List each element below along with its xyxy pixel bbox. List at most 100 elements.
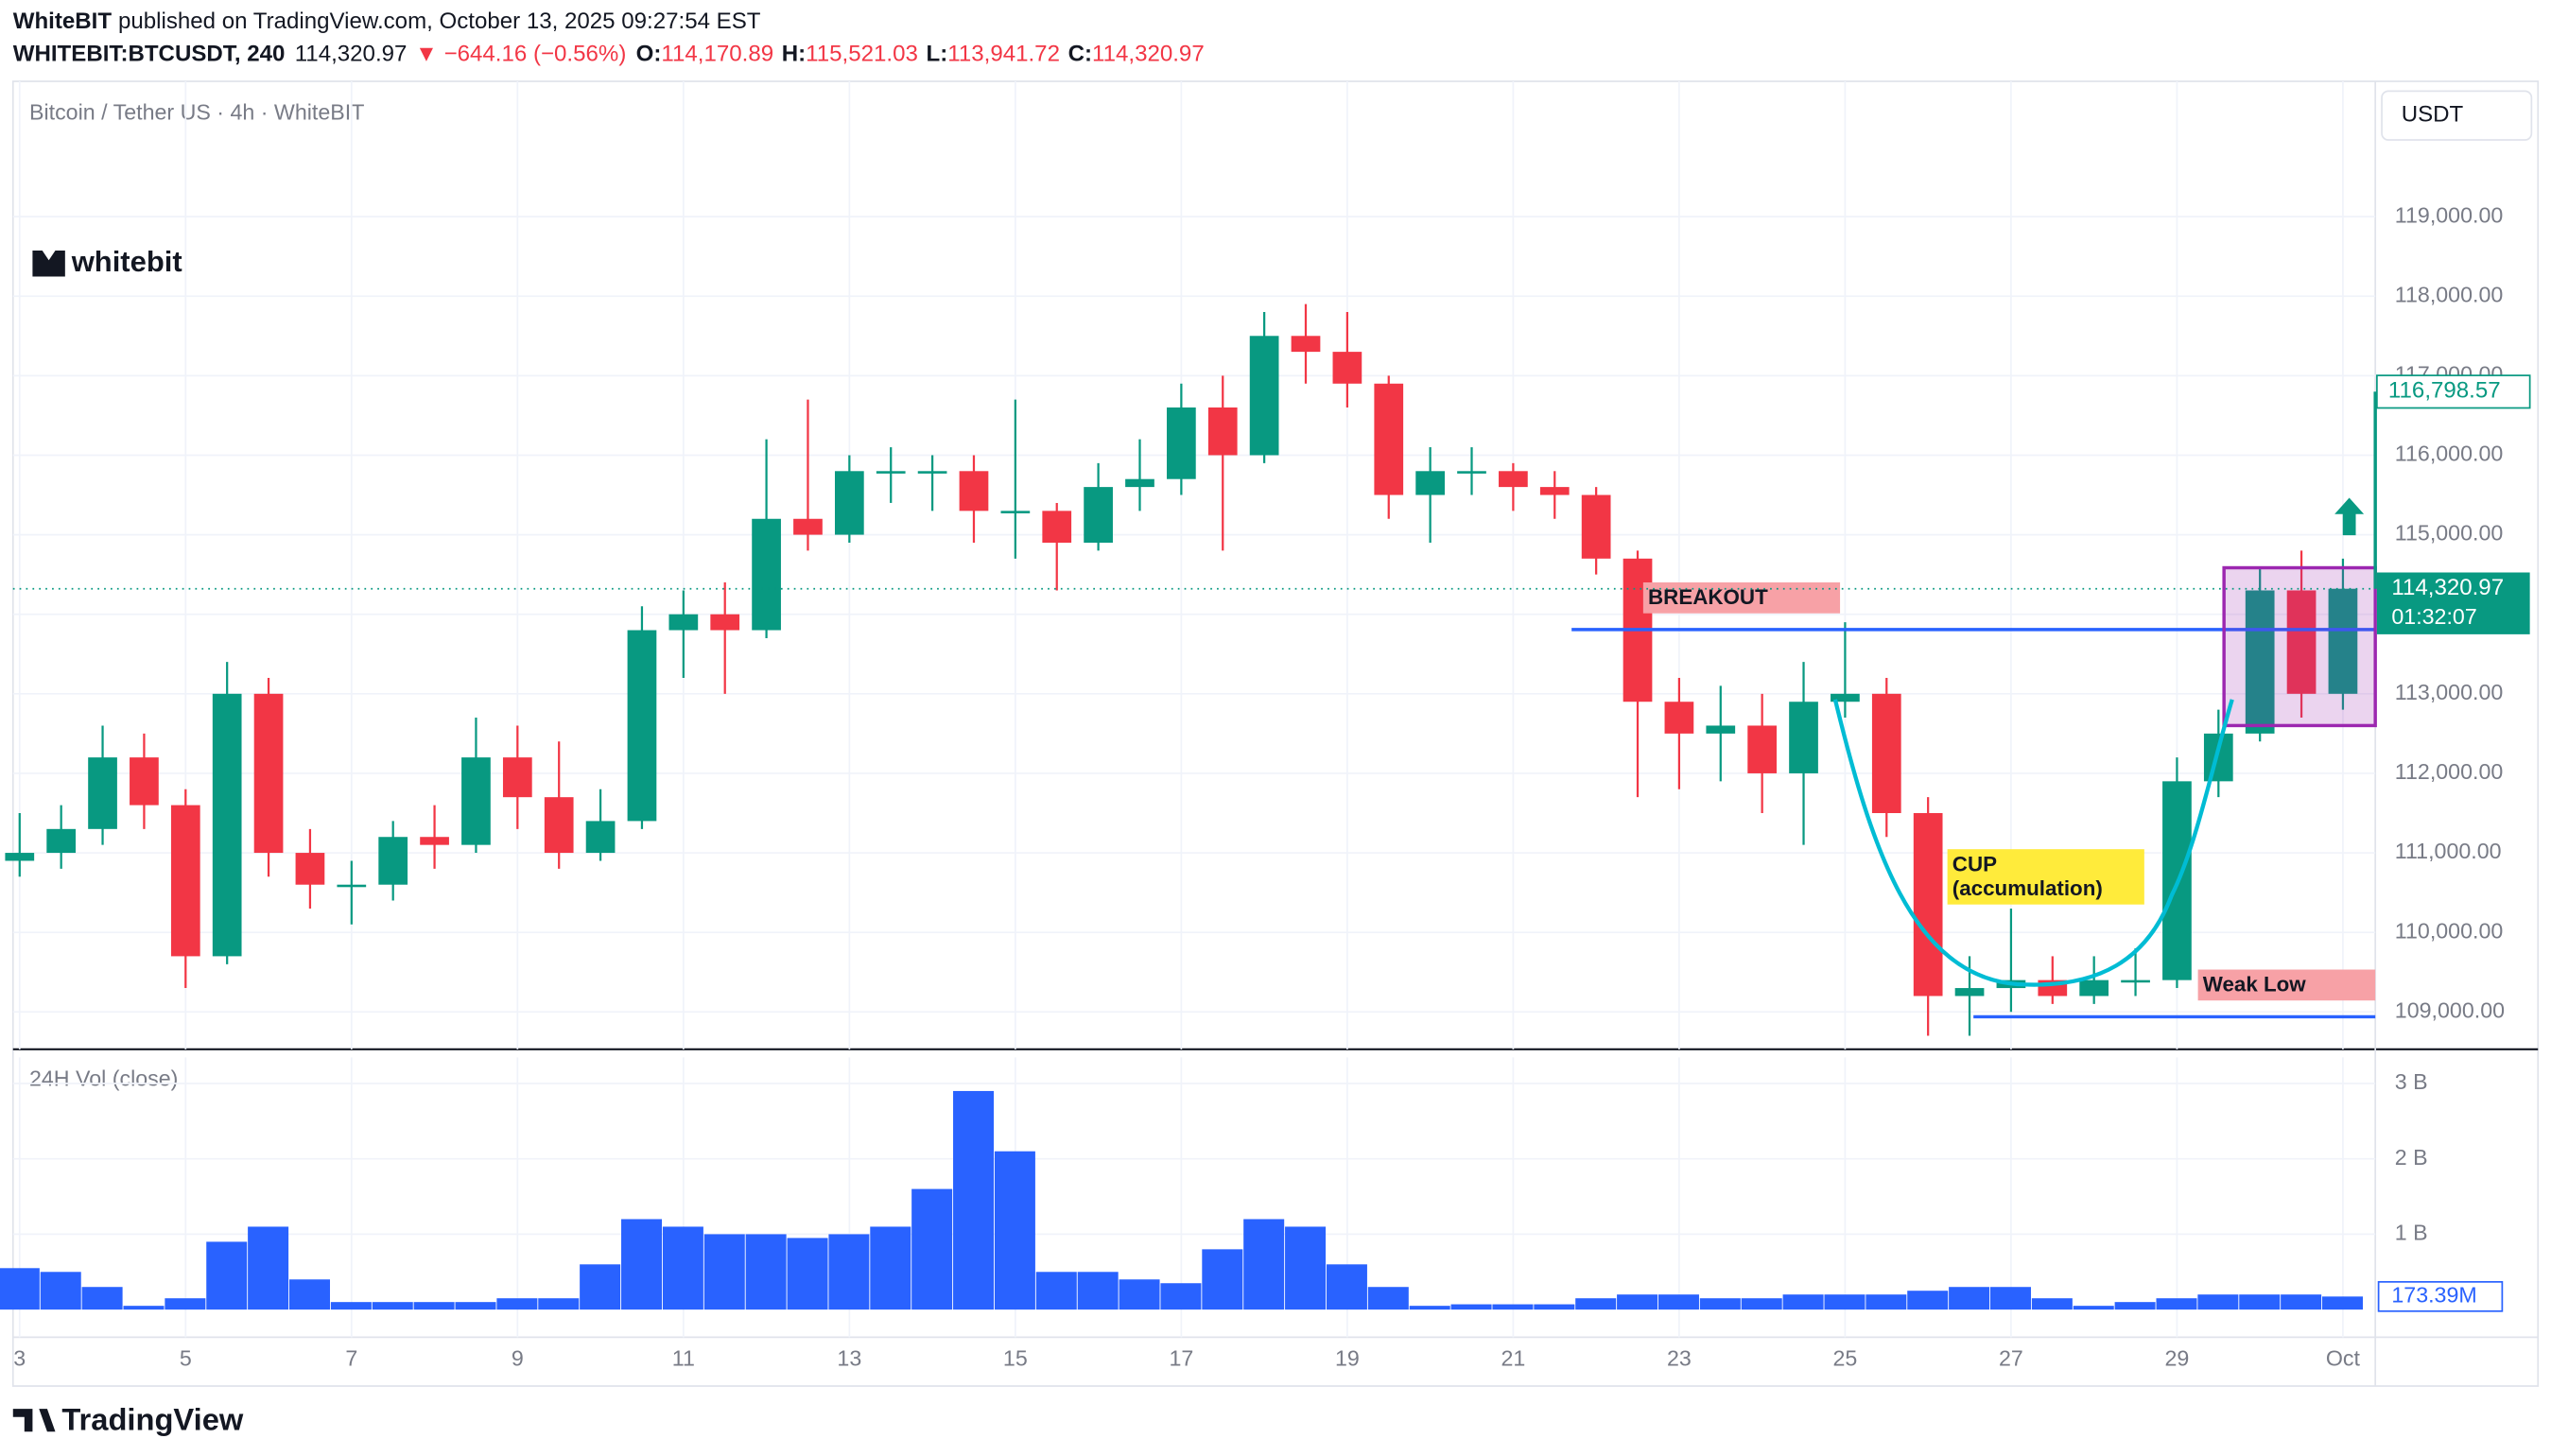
- y-tick-label: 112,000.00: [2395, 759, 2503, 784]
- cup-sub-label: (accumulation): [1952, 876, 2103, 900]
- x-tick-label: Oct: [2326, 1346, 2361, 1371]
- price: 114,320.97: [295, 42, 408, 67]
- volume-bar: [2073, 1306, 2114, 1310]
- x-tick-label: 19: [1335, 1346, 1360, 1371]
- volume-bar: [206, 1241, 248, 1310]
- candle-body: [1291, 336, 1321, 353]
- volume-bar: [580, 1264, 621, 1310]
- volume-bar: [1657, 1294, 1699, 1310]
- candle-body: [752, 518, 781, 631]
- currency: USDT: [2402, 102, 2464, 128]
- breakout-box: [1642, 582, 1841, 614]
- weak-low-box: [2197, 969, 2376, 1001]
- candle-body: [1913, 813, 1943, 997]
- volume-bar: [828, 1234, 870, 1310]
- candle-body: [2286, 590, 2317, 694]
- volume-bar: [496, 1298, 538, 1310]
- ohlc-value: 113,941.72: [947, 42, 1060, 67]
- footer-logo: TradingView: [12, 1402, 244, 1437]
- published: published on TradingView.com, October 13…: [118, 9, 761, 34]
- ohlc-value: 114,320.97: [1092, 42, 1205, 67]
- x-tick-label: 23: [1667, 1346, 1692, 1371]
- volume-bar: [1243, 1219, 1285, 1310]
- volume-bar: [1492, 1304, 1534, 1310]
- volume-bar: [745, 1234, 787, 1310]
- candle-body: [1125, 478, 1154, 488]
- x-tick-label: 13: [837, 1346, 861, 1371]
- volume-bar: [911, 1188, 953, 1310]
- volume-bar: [123, 1306, 165, 1310]
- weak-low-label: Weak Low: [2203, 973, 2307, 997]
- x-tick-label: 11: [672, 1346, 695, 1371]
- volume-bar: [994, 1151, 1035, 1310]
- candle-body: [46, 828, 77, 854]
- candle-body: [1167, 407, 1196, 479]
- candle-body: [420, 837, 449, 845]
- volume-bar: [1367, 1287, 1409, 1310]
- candle-body: [2328, 588, 2358, 694]
- volume-bar: [1741, 1298, 1782, 1310]
- volume-bar: [81, 1287, 123, 1310]
- volume-bar: [1824, 1294, 1866, 1310]
- candle-body: [295, 853, 325, 885]
- candle-body: [2203, 733, 2233, 782]
- candle-body: [212, 693, 242, 957]
- footer-text: TradingView: [61, 1402, 244, 1437]
- candle-body: [170, 805, 200, 957]
- publisher: WhiteBIT: [13, 9, 113, 34]
- value-label: 173.39M: [2391, 1282, 2476, 1307]
- marker-label: 116,798.57: [2388, 378, 2501, 404]
- last-price-box: [2376, 572, 2530, 634]
- y-tick-label: 111,000.00: [2395, 839, 2502, 863]
- candle-body: [88, 757, 117, 829]
- up-arrow: [2334, 497, 2365, 536]
- candle-body: [5, 853, 35, 861]
- candle-body: [253, 693, 284, 854]
- candle-body: [2245, 590, 2275, 734]
- candle-body: [1000, 511, 1031, 513]
- range-box: [2222, 565, 2377, 728]
- ohlc-value: 115,521.03: [806, 42, 918, 67]
- x-tick-label: 9: [512, 1346, 524, 1371]
- volume-bar: [703, 1234, 745, 1310]
- y-tick-label: 109,000.00: [2395, 997, 2505, 1022]
- volume-bar: [40, 1272, 81, 1310]
- cup-label: CUP: [1952, 852, 1997, 875]
- candle-body: [130, 757, 159, 806]
- candle-body: [585, 821, 616, 854]
- volume-bar: [2197, 1294, 2239, 1310]
- candle-body: [378, 837, 408, 885]
- ohlc-key: H:: [782, 42, 806, 67]
- volume-title: 24H Vol (close): [29, 1066, 178, 1091]
- volume-bar: [1782, 1294, 1824, 1310]
- pane-title: Bitcoin / Tether US · 4h · WhiteBIT: [29, 100, 364, 125]
- candle-body: [710, 614, 740, 631]
- value-label-box: [2377, 1280, 2504, 1312]
- candle-body: [2121, 979, 2150, 983]
- y-tick-label: 118,000.00: [2395, 282, 2503, 306]
- volume-bar: [455, 1302, 496, 1310]
- candle-body: [1249, 336, 1279, 456]
- y-tick-label: 113,000.00: [2395, 680, 2503, 704]
- candle-body: [1374, 383, 1404, 495]
- candle-body: [1664, 702, 1694, 734]
- candle-body: [1871, 693, 1901, 814]
- volume-bar: [165, 1298, 206, 1310]
- candle-body: [1581, 494, 1611, 559]
- volume-bar: [1035, 1272, 1077, 1310]
- symbol: WHITEBIT:BTCUSDT, 240: [13, 42, 286, 67]
- candle-body: [1415, 471, 1445, 495]
- volume-bar: [1907, 1291, 1949, 1310]
- volume-bar: [1534, 1304, 1575, 1310]
- currency-button[interactable]: [2381, 90, 2533, 141]
- ohlc-value: 114,170.89: [661, 42, 773, 67]
- volume-bar: [1699, 1298, 1741, 1310]
- candle-body: [2079, 979, 2109, 997]
- candle-body: [917, 471, 947, 474]
- candle-body: [544, 797, 574, 854]
- candle-body: [1084, 487, 1113, 543]
- ohlc-key: O:: [636, 42, 662, 67]
- volume-bar: [1119, 1279, 1160, 1310]
- candle-body: [1457, 471, 1486, 474]
